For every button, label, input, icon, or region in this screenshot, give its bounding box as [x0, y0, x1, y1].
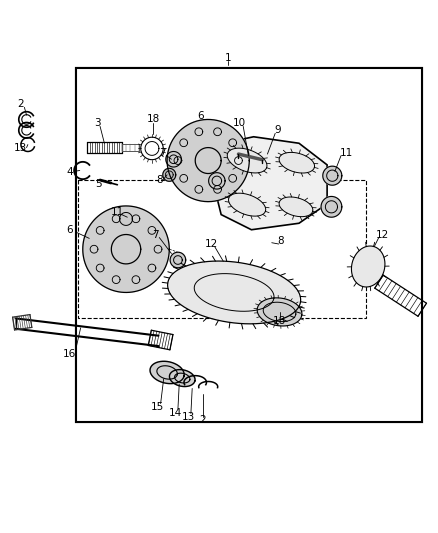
Text: 11: 11	[340, 148, 353, 158]
Polygon shape	[321, 197, 342, 217]
Text: 2: 2	[199, 415, 206, 425]
Text: 7: 7	[152, 230, 158, 240]
Text: 8: 8	[277, 237, 284, 246]
Polygon shape	[76, 68, 422, 422]
Text: 13: 13	[182, 412, 195, 422]
Polygon shape	[279, 197, 312, 216]
Text: 8: 8	[156, 175, 162, 185]
Polygon shape	[257, 298, 302, 326]
Text: 13: 13	[14, 143, 27, 152]
Polygon shape	[163, 168, 176, 181]
Text: 7: 7	[159, 148, 166, 158]
Text: 2: 2	[17, 99, 23, 109]
Text: 18: 18	[147, 115, 160, 125]
Polygon shape	[170, 262, 299, 323]
Polygon shape	[166, 151, 181, 167]
Text: 14: 14	[169, 408, 182, 418]
Polygon shape	[167, 119, 249, 201]
Polygon shape	[352, 247, 385, 286]
Text: 18: 18	[273, 316, 286, 326]
Text: 12: 12	[376, 230, 389, 240]
Polygon shape	[215, 137, 327, 230]
Text: 12: 12	[205, 239, 218, 249]
Text: 1: 1	[224, 53, 231, 63]
Text: 6: 6	[198, 111, 204, 121]
Polygon shape	[150, 361, 184, 384]
Polygon shape	[323, 166, 342, 185]
Text: 3: 3	[95, 118, 101, 128]
Text: 4: 4	[67, 167, 73, 177]
Text: 15: 15	[151, 402, 164, 412]
Polygon shape	[76, 68, 422, 422]
Polygon shape	[170, 369, 195, 386]
Text: 10: 10	[233, 118, 246, 128]
Polygon shape	[208, 173, 225, 189]
Polygon shape	[120, 213, 133, 225]
Polygon shape	[228, 149, 266, 173]
Polygon shape	[279, 152, 314, 173]
Text: 6: 6	[67, 225, 73, 235]
Text: 9: 9	[274, 125, 281, 135]
Text: 16: 16	[63, 349, 77, 359]
Polygon shape	[83, 206, 169, 293]
Text: 11: 11	[111, 207, 124, 217]
Polygon shape	[170, 252, 186, 268]
Polygon shape	[229, 193, 265, 216]
Text: 5: 5	[95, 179, 102, 189]
